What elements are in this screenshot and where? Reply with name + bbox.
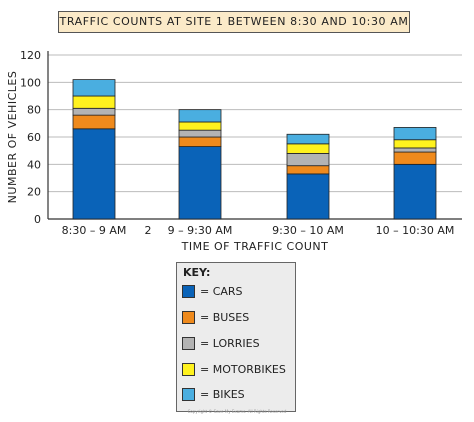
bar-motorbikes-4 bbox=[393, 139, 437, 149]
bar-cars-1 bbox=[72, 128, 116, 220]
key-label-motorbikes: = MOTORBIKES bbox=[200, 363, 286, 376]
key-label-lorries: = LORRIES bbox=[200, 337, 260, 350]
y-tick-label-20: 20 bbox=[27, 186, 41, 199]
key-swatch-buses bbox=[182, 311, 195, 324]
y-tick-label-0: 0 bbox=[34, 213, 41, 226]
key-label-cars: = CARS bbox=[200, 285, 243, 298]
bar-lorries-3 bbox=[286, 152, 330, 167]
key-title: KEY: bbox=[183, 266, 211, 279]
stray-label: 2 bbox=[145, 224, 152, 237]
bar-cars-3 bbox=[286, 173, 330, 220]
key-swatch-lorries bbox=[182, 337, 195, 350]
bar-buses-3 bbox=[286, 165, 330, 175]
x-tick-label-2: 9 – 9:30 AM bbox=[168, 224, 233, 237]
bar-lorries-1 bbox=[72, 107, 116, 116]
bar-lorries-4 bbox=[393, 147, 437, 153]
bar-motorbikes-1 bbox=[72, 95, 116, 109]
y-tick-label-120: 120 bbox=[20, 49, 41, 62]
y-tick-label-60: 60 bbox=[27, 131, 41, 144]
key-item-lorries: = LORRIES bbox=[182, 337, 260, 350]
bar-motorbikes-2 bbox=[178, 121, 222, 131]
bar-buses-1 bbox=[72, 114, 116, 130]
y-tick-label-100: 100 bbox=[20, 76, 41, 89]
key-item-cars: = CARS bbox=[182, 285, 243, 298]
key-item-buses: = BUSES bbox=[182, 311, 249, 324]
bar-bikes-1 bbox=[72, 79, 116, 97]
bar-buses-2 bbox=[178, 136, 222, 147]
x-tick-label-3: 9:30 – 10 AM bbox=[272, 224, 344, 237]
key-swatch-bikes bbox=[182, 388, 195, 401]
x-tick-label-1: 8:30 – 9 AM bbox=[62, 224, 127, 237]
bar-motorbikes-3 bbox=[286, 143, 330, 154]
key-label-buses: = BUSES bbox=[200, 311, 250, 324]
bar-buses-4 bbox=[393, 151, 437, 165]
key-swatch-cars bbox=[182, 285, 195, 298]
bar-lorries-2 bbox=[178, 129, 222, 138]
y-axis-label: NUMBER OF VEHICLES bbox=[6, 71, 19, 204]
key-label-bikes: = BIKES bbox=[200, 388, 245, 401]
key-item-bikes: = BIKES bbox=[182, 388, 245, 401]
key-item-motorbikes: = MOTORBIKES bbox=[182, 363, 286, 376]
y-tick-label-40: 40 bbox=[27, 158, 41, 171]
bar-bikes-3 bbox=[286, 133, 330, 145]
bar-bikes-2 bbox=[178, 109, 222, 123]
x-tick-label-4: 10 – 10:30 AM bbox=[376, 224, 455, 237]
bar-cars-4 bbox=[393, 163, 437, 220]
key-swatch-motorbikes bbox=[182, 363, 195, 376]
traffic-stacked-bar-chart: 0 20 40 60 80 100 120 8:30 – 9 AM 9 – 9:30 AM 9:3… bbox=[6, 49, 462, 253]
y-tick-label-80: 80 bbox=[27, 104, 41, 117]
x-axis-label: TIME OF TRAFFIC COUNT bbox=[181, 240, 329, 253]
bar-bikes-4 bbox=[393, 127, 437, 141]
copyright-notice: Copyright © Save My Exams. All Rights Re… bbox=[187, 409, 287, 414]
chart-key: KEY: = CARS = BUSES = LORRIES = MOTORBIK… bbox=[176, 262, 296, 412]
chart-title: TRAFFIC COUNTS AT SITE 1 BETWEEN 8:30 AN… bbox=[58, 11, 410, 33]
bar-cars-2 bbox=[178, 146, 222, 220]
